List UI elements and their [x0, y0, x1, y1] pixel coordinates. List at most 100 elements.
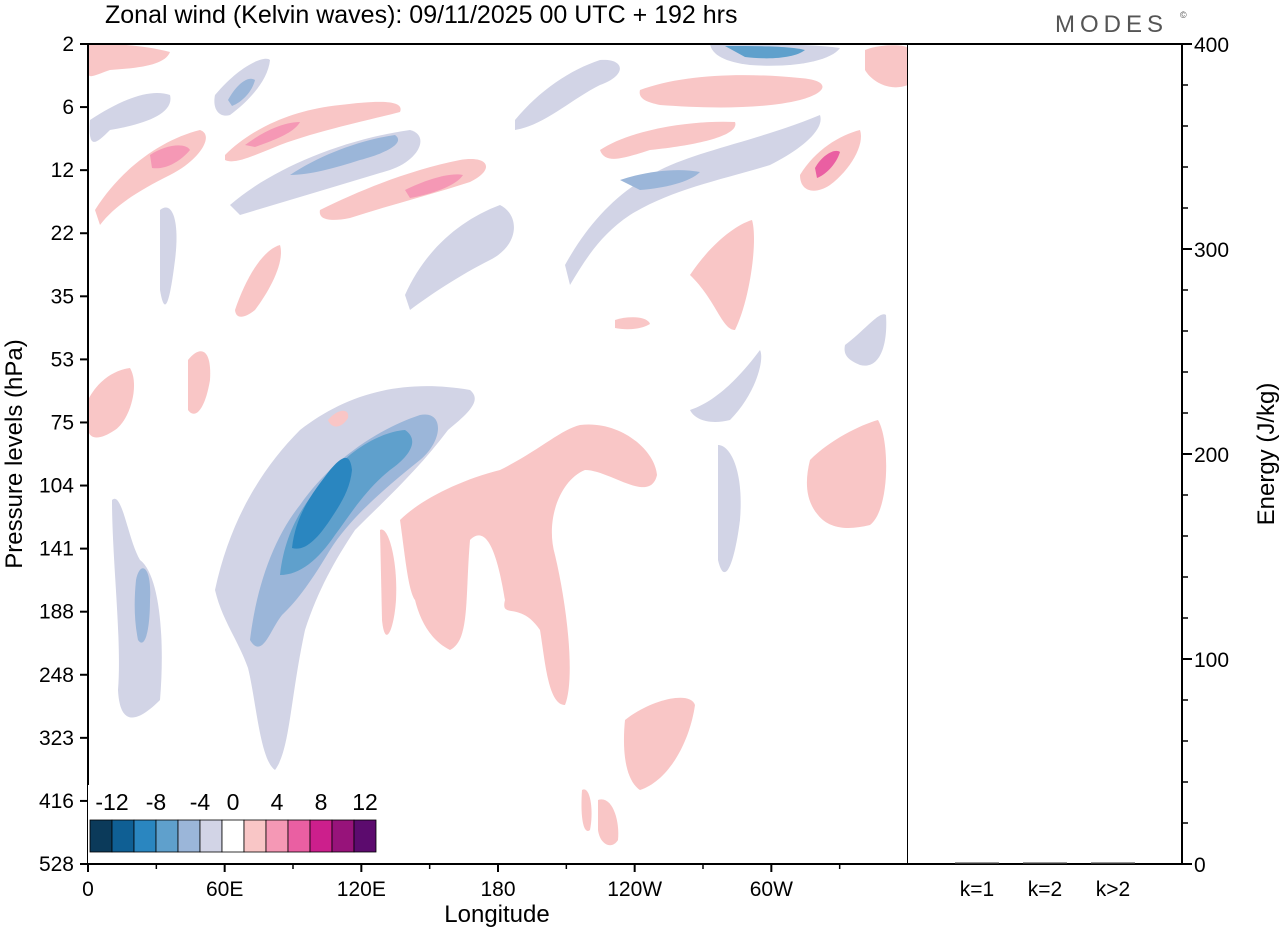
x-tick-label: 0	[82, 878, 94, 901]
easterly-upper-left	[89, 92, 171, 142]
y-tick-label: 188	[39, 601, 74, 624]
x-tick-label: 120E	[337, 878, 386, 901]
westerly-right-upper-core	[815, 150, 840, 178]
energy-axis: 0 100 200 300 400	[1182, 34, 1229, 877]
colorbar-swatch	[177, 819, 201, 853]
longitude-axis: 0 60E 120E 180 120W 60W	[82, 864, 841, 901]
x-tick-label: 180	[480, 878, 515, 901]
colorbar-swatch	[309, 819, 333, 853]
colorbar-swatch	[221, 819, 245, 853]
pressure-axis: 2 6 12 22 35 53 75 104 141 188 248 323 416 528	[39, 33, 88, 876]
westerly-bottom-right	[598, 799, 619, 846]
easterly-mid-band	[405, 205, 514, 310]
contour-fill	[88, 44, 908, 846]
brand-mark: ©	[1180, 10, 1187, 20]
colorbar-swatch	[199, 819, 223, 853]
energy-bar	[1023, 862, 1067, 864]
colorbar-label: 4	[271, 789, 284, 815]
y-tick-label: 141	[39, 538, 74, 561]
westerly-top-left	[88, 44, 170, 77]
westerly-main-lobe	[400, 424, 657, 705]
westerly-west-edge	[88, 368, 135, 438]
westerly-upper-1-core	[150, 145, 190, 169]
y-tick-label: 248	[39, 664, 74, 687]
energy-panel: 0 100 200 300 400 k=1 k=2 k>2	[908, 34, 1229, 901]
easterly-band-4	[292, 457, 352, 549]
colorbar-swatch	[111, 819, 135, 853]
easterly-east-core	[620, 170, 700, 190]
y-axis-title: Pressure levels (hPa)	[1, 339, 28, 568]
y-tick-label: 75	[51, 411, 74, 434]
westerly-bottom-small	[581, 789, 592, 831]
energy-tick-label: 300	[1194, 239, 1229, 262]
easterly-upper-band-1-core	[290, 135, 399, 175]
energy-bars: k=1 k=2 k>2	[955, 862, 1135, 901]
colorbar-swatch	[287, 819, 311, 853]
colorbar-swatches	[89, 819, 377, 853]
colorbar-labels: -12 -8 -4 0 4 8 12	[95, 789, 377, 815]
chart-title: Zonal wind (Kelvin waves): 09/11/2025 00…	[105, 1, 738, 29]
energy-tick-label: 0	[1194, 854, 1206, 877]
y-tick-label: 2	[62, 33, 74, 56]
westerly-upper-3	[319, 159, 487, 220]
easterly-center-vertical	[718, 445, 741, 573]
colorbar-label: -12	[95, 789, 128, 815]
easterly-top-mid	[515, 59, 620, 131]
colorbar-swatch	[133, 819, 157, 853]
westerly-left-spot	[328, 410, 349, 427]
y-tick-label: 22	[51, 222, 74, 245]
colorbar-swatch	[243, 819, 267, 853]
westerly-upper-2	[225, 101, 401, 162]
colorbar-label: 0	[227, 789, 240, 815]
energy-category-label: k=1	[960, 878, 994, 901]
energy-axis-title: Energy (J/kg)	[1253, 383, 1280, 526]
energy-bar	[1091, 862, 1135, 864]
y-tick-label: 528	[39, 853, 74, 876]
energy-background	[908, 44, 1182, 864]
colorbar-swatch	[89, 819, 113, 853]
hovmoller-plot: 2 6 12 22 35 53 75 104 141 188 248 323 416 528 0 60E 12…	[39, 33, 909, 901]
westerly-main-lobe-west	[380, 529, 397, 635]
colorbar-label: -8	[146, 789, 166, 815]
westerly-upper-2-core	[245, 122, 300, 147]
colorbar-swatch	[331, 819, 355, 853]
colorbar-label: 8	[315, 789, 328, 815]
y-tick-label: 6	[62, 96, 74, 119]
x-tick-label: 60W	[750, 878, 793, 901]
easterly-right-edge	[844, 314, 887, 366]
westerly-mid-spot	[615, 317, 650, 330]
colorbar-label: -4	[190, 789, 211, 815]
y-tick-label: 104	[39, 475, 74, 498]
westerly-upper-3-core	[405, 174, 463, 198]
energy-category-label: k=2	[1028, 878, 1062, 901]
y-tick-label: 35	[51, 285, 74, 308]
x-tick-label: 60E	[206, 878, 243, 901]
energy-tick-label: 100	[1194, 649, 1229, 672]
x-tick-label: 120W	[607, 878, 662, 901]
energy-tick-label: 400	[1194, 34, 1229, 57]
colorbar-legend: -12 -8 -4 0 4 8 12	[88, 785, 382, 863]
y-tick-label: 416	[39, 790, 74, 813]
easterly-band-2	[250, 414, 438, 647]
colorbar-label: 12	[352, 789, 378, 815]
y-tick-label: 53	[51, 348, 74, 371]
energy-category-label: k>2	[1096, 878, 1130, 901]
easterly-upper-band-2-core	[228, 78, 255, 106]
easterly-top-core	[725, 46, 805, 59]
colorbar-swatch	[353, 819, 377, 853]
westerly-lower-right	[623, 697, 695, 790]
westerly-left-column	[188, 351, 211, 414]
y-tick-label: 12	[51, 159, 74, 182]
westerly-left-mid	[235, 245, 281, 317]
colorbar-swatch	[265, 819, 289, 853]
easterly-east-band	[565, 115, 821, 285]
brand-logo: MODES	[1055, 11, 1168, 38]
colorbar-swatch	[155, 819, 179, 853]
easterly-pocket-west-core	[134, 568, 151, 643]
westerly-mid-right	[690, 220, 755, 330]
easterly-band-outer	[215, 386, 475, 770]
westerly-east-lobe	[806, 420, 887, 528]
plot-background	[88, 44, 908, 864]
energy-tick-label: 200	[1194, 444, 1229, 467]
